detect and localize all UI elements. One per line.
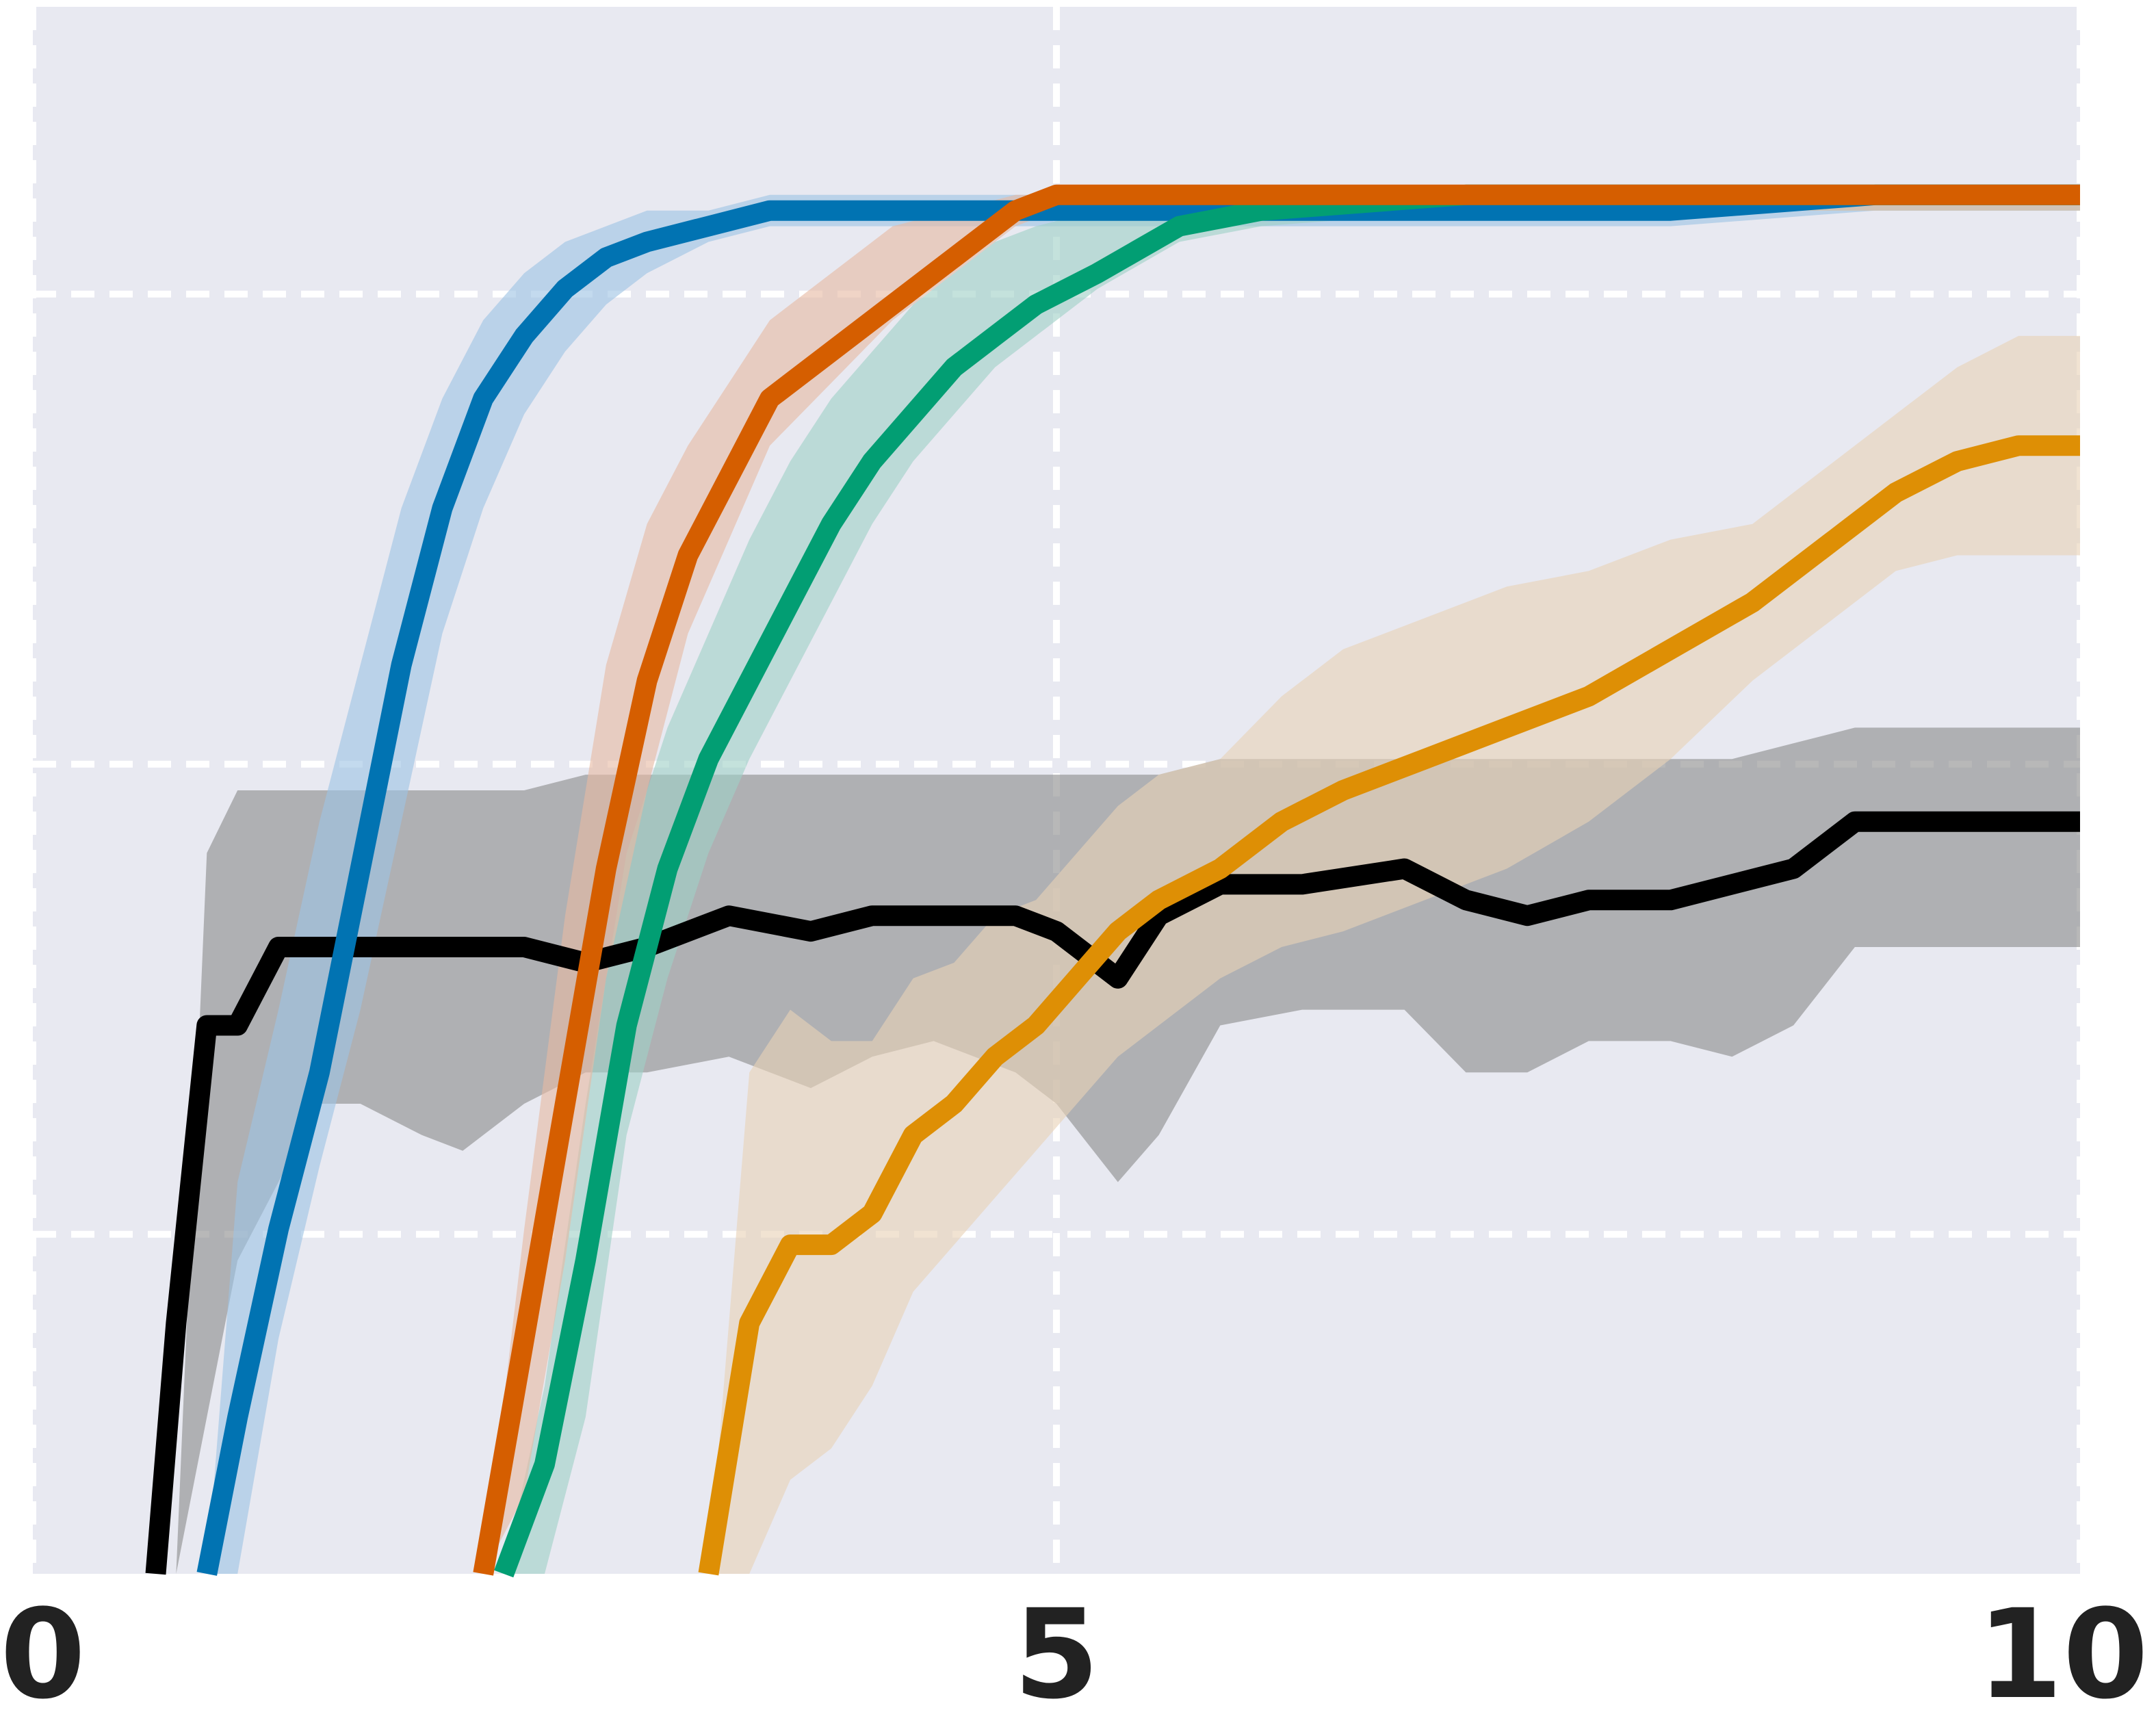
series-line-0 (145, 811, 2080, 1575)
x-tick-label-2: 10 (1977, 1583, 2149, 1723)
x-tick-label-0: 0 (0, 1583, 86, 1723)
x-tick-labels: 0 5 10 (0, 1583, 2148, 1723)
series-line-4 (698, 435, 2080, 1576)
series-lines (145, 184, 2080, 1578)
series-line-3 (473, 184, 2080, 1576)
series-band-4 (708, 335, 2080, 1574)
x-tick-label-1: 5 (1013, 1583, 1099, 1723)
